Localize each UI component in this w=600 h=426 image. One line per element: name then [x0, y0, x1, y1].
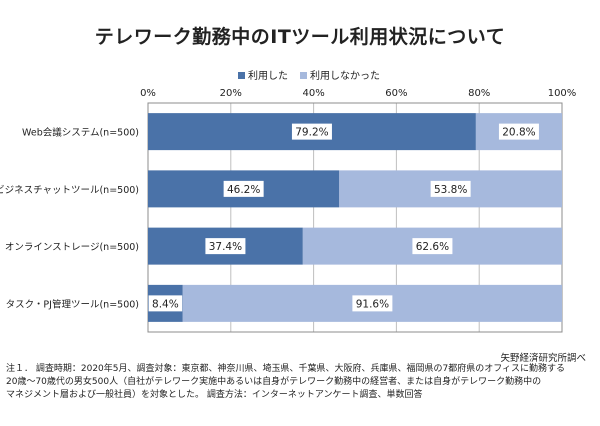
- source-note: 矢野経済研究所調べ: [500, 353, 586, 364]
- data-label-box: [352, 295, 393, 312]
- data-label: 62.6%: [416, 241, 449, 253]
- data-label: 53.8%: [434, 184, 467, 196]
- data-label-box: [498, 123, 539, 140]
- chart-title: テレワーク勤務中のITツール利用状況について: [94, 26, 506, 48]
- footnote-line: 注１． 調査時期：2020年5月、調査対象：東京都、神奈川県、埼玉県、千葉県、大…: [6, 364, 566, 374]
- category-label: タスク・PJ管理ツール(n=500): [6, 298, 139, 310]
- data-label: 20.8%: [502, 127, 535, 139]
- x-tick-label: 20%: [220, 88, 242, 99]
- x-tick-label: 40%: [302, 88, 324, 99]
- x-tick-label: 60%: [385, 88, 407, 99]
- data-label-box: [412, 238, 453, 255]
- legend-label: 利用しなかった: [310, 70, 380, 82]
- data-label: 79.2%: [295, 127, 328, 139]
- category-label: オンラインストレージ(n=500): [5, 242, 139, 253]
- data-label-box: [223, 180, 264, 197]
- data-label: 37.4%: [209, 241, 242, 253]
- stacked-bar-chart: 0% 20% 40% 60% 80% 100% 利用した 利用しなかった Web会議システム(n…: [0, 70, 577, 333]
- x-tick-label: 0%: [140, 88, 156, 99]
- category-label: ビジネスチャットツール(n=500): [0, 185, 139, 196]
- legend-swatch: [238, 72, 245, 79]
- plot-border: [147, 102, 563, 333]
- data-label: 8.4%: [152, 298, 179, 310]
- category-label: Web会議システム(n=500): [22, 127, 139, 139]
- data-label-box: [430, 180, 471, 197]
- data-label-box: [205, 238, 246, 255]
- legend-swatch: [300, 72, 307, 79]
- data-label: 91.6%: [356, 298, 389, 310]
- footnote-line: 20歳～70歳代の男女500人（自社がテレワーク実施中あるいは自身がテレワーク勤…: [6, 377, 542, 387]
- footnote-line: マネジメント層および一般社員）を対象とした。 調査方法：インターネットアンケート…: [6, 390, 423, 400]
- data-label-box: [291, 123, 332, 140]
- data-label: 46.2%: [227, 184, 260, 196]
- footnotes: 注１． 調査時期：2020年5月、調査対象：東京都、神奈川県、埼玉県、千葉県、大…: [6, 363, 598, 402]
- x-tick-label: 100%: [548, 88, 577, 99]
- legend-label: 利用した: [248, 70, 288, 82]
- data-label-box: [148, 295, 183, 312]
- x-tick-label: 80%: [468, 88, 490, 99]
